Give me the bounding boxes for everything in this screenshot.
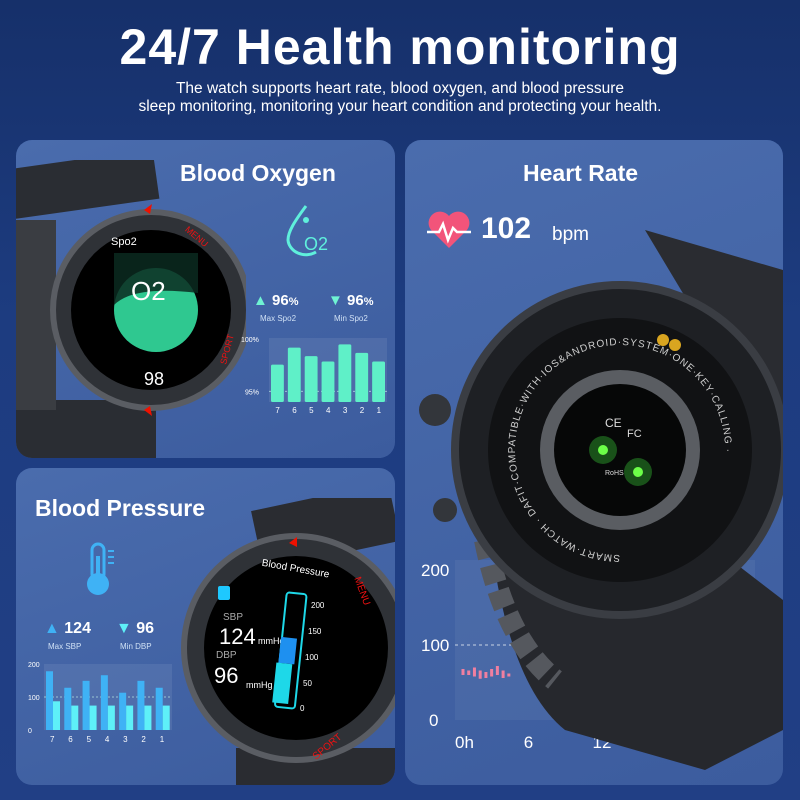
min-spo2-label: Min Spo2 bbox=[334, 314, 368, 323]
x-tick-label: 7 bbox=[50, 735, 55, 744]
dbp-bar bbox=[107, 705, 115, 730]
svg-text:0: 0 bbox=[300, 704, 305, 713]
x-tick-label: 1 bbox=[160, 735, 165, 744]
svg-text:96: 96 bbox=[214, 663, 238, 688]
svg-text:mmHg: mmHg bbox=[246, 680, 273, 690]
heart-rate-value: 102 bbox=[481, 212, 532, 245]
dbp-bar bbox=[71, 705, 79, 730]
sbp-bar bbox=[100, 675, 108, 730]
smartwatch-back: SMART·WATCH · DAFIT·COMPATIBLE·WITH·IOS&… bbox=[419, 230, 783, 770]
dbp-bar bbox=[126, 705, 134, 730]
heart-rate-panel: Heart Rate 102 bpm 20010000h6121824 SMAR… bbox=[405, 140, 783, 785]
blood-pressure-panel: Blood Pressure ▲ 124 Max SBP ▼ 96 Min DB… bbox=[16, 468, 395, 785]
svg-text:RoHS: RoHS bbox=[605, 470, 624, 477]
svg-text:DBP: DBP bbox=[216, 650, 237, 661]
y-tick-label: 200 bbox=[28, 662, 40, 669]
y-tick-label: 100% bbox=[241, 337, 259, 344]
max-sbp-label: Max SBP bbox=[48, 642, 82, 651]
spo2-bar bbox=[304, 356, 318, 402]
sbp-bar bbox=[155, 687, 163, 730]
x-tick-label: 5 bbox=[309, 406, 314, 415]
y-tick-label: 0 bbox=[28, 728, 32, 735]
x-tick-label: 2 bbox=[141, 735, 146, 744]
x-tick-label: 5 bbox=[87, 735, 92, 744]
y-tick-label: 100 bbox=[28, 695, 40, 702]
heart-rate-bar bbox=[461, 669, 465, 675]
smartwatch-bp: MENU SPORT Blood Pressure SBP 124 mmHg D… bbox=[181, 498, 395, 785]
spo2-bar bbox=[338, 344, 352, 402]
dbp-bar bbox=[162, 705, 170, 730]
heart-rate-bar bbox=[484, 672, 488, 678]
blood-oxygen-title: Blood Oxygen bbox=[180, 160, 336, 186]
heart-rate-bar bbox=[467, 670, 471, 675]
heart-rate-bar bbox=[472, 667, 476, 677]
thermometer-icon bbox=[87, 542, 114, 595]
x-tick-label: 6 bbox=[524, 733, 533, 752]
heart-rate-title: Heart Rate bbox=[523, 160, 639, 186]
spo2-bar-chart: 100% 95% 7 6 5 4 3 2 1 bbox=[241, 337, 387, 415]
svg-text:100: 100 bbox=[305, 653, 319, 662]
svg-text:O2: O2 bbox=[131, 276, 166, 306]
svg-text:FC: FC bbox=[627, 428, 642, 440]
svg-text:Spo2: Spo2 bbox=[111, 236, 137, 248]
x-tick-label: 7 bbox=[275, 406, 280, 415]
o2-drop-icon: O2 bbox=[286, 205, 328, 257]
x-tick-label: 1 bbox=[377, 406, 382, 415]
heart-rate-bar bbox=[490, 669, 494, 677]
subtitle-line-1: The watch supports heart rate, blood oxy… bbox=[175, 80, 625, 97]
svg-text:98: 98 bbox=[144, 369, 164, 389]
svg-text:O2: O2 bbox=[304, 234, 328, 254]
svg-text:CE: CE bbox=[605, 416, 622, 430]
min-dbp-label: Min DBP bbox=[120, 642, 152, 651]
x-tick-label: 2 bbox=[360, 406, 365, 415]
sbp-bar bbox=[119, 692, 127, 730]
max-spo2-label: Max Spo2 bbox=[260, 314, 297, 323]
heart-rate-bar bbox=[501, 670, 505, 678]
heart-pulse-icon bbox=[427, 211, 471, 248]
page-title: 24/7 Health monitoring bbox=[119, 19, 681, 75]
heart-rate-bar bbox=[495, 666, 499, 675]
max-spo2-value: 96 bbox=[272, 292, 289, 309]
spo2-bar bbox=[271, 364, 284, 402]
y-tick-label: 200 bbox=[421, 561, 449, 580]
sbp-bar bbox=[82, 680, 90, 730]
svg-text:mmHg: mmHg bbox=[258, 636, 285, 646]
x-tick-label: 4 bbox=[326, 406, 331, 415]
smartwatch-spo2: MENU SPORT Spo2 O2 98 bbox=[16, 160, 246, 458]
spo2-bar bbox=[372, 361, 385, 402]
svg-text:SBP: SBP bbox=[223, 612, 243, 623]
spo2-bar bbox=[287, 347, 301, 402]
sbp-bar bbox=[46, 671, 53, 730]
svg-text:200: 200 bbox=[311, 601, 325, 610]
svg-text:124: 124 bbox=[219, 624, 256, 649]
sbp-bar bbox=[64, 687, 72, 730]
x-tick-label: 3 bbox=[343, 406, 348, 415]
svg-text:50: 50 bbox=[303, 679, 312, 688]
spo2-bar bbox=[321, 361, 335, 402]
sbp-bar bbox=[137, 680, 145, 730]
subtitle-line-2: sleep monitoring, monitoring your heart … bbox=[138, 98, 662, 115]
y-tick-label: 0 bbox=[429, 711, 438, 730]
x-tick-label: 3 bbox=[123, 735, 128, 744]
svg-text:150: 150 bbox=[308, 627, 322, 636]
x-tick-label: 6 bbox=[292, 406, 297, 415]
dbp-bar bbox=[89, 705, 97, 730]
spo2-bar bbox=[355, 352, 369, 402]
blood-pressure-title: Blood Pressure bbox=[35, 495, 205, 521]
x-tick-label: 6 bbox=[68, 735, 73, 744]
blood-pressure-bar-chart: 200 100 0 7 6 5 4 3 2 1 bbox=[28, 662, 172, 744]
min-dbp-value: 96 bbox=[136, 620, 155, 637]
y-tick-label: 95% bbox=[245, 389, 259, 396]
max-sbp-value: 124 bbox=[64, 620, 91, 637]
x-tick-label: 0h bbox=[455, 733, 474, 752]
y-tick-label: 100 bbox=[421, 636, 449, 655]
dbp-bar bbox=[144, 705, 152, 730]
dbp-bar bbox=[53, 701, 60, 730]
heart-rate-unit: bpm bbox=[552, 224, 589, 245]
x-tick-label: 4 bbox=[105, 735, 110, 744]
blood-oxygen-panel: Blood Oxygen O2 MENU SPORT Spo2 O2 98 ▲ … bbox=[16, 140, 395, 458]
heart-rate-bar bbox=[507, 673, 511, 677]
min-spo2-value: 96 bbox=[347, 292, 364, 309]
heart-rate-bar bbox=[478, 670, 482, 679]
